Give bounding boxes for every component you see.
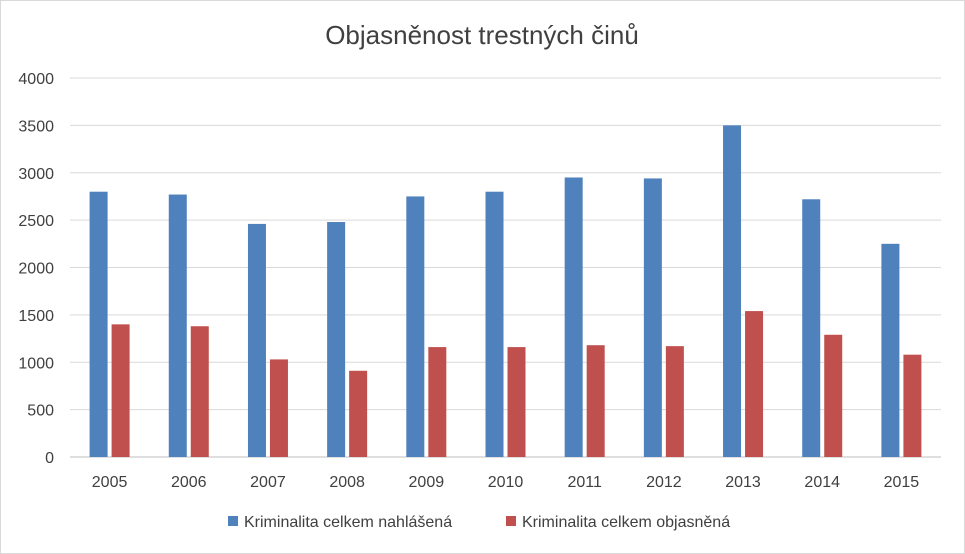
bar-solved-2005 xyxy=(111,324,130,457)
x-tick-label: 2008 xyxy=(329,474,365,491)
x-tick-label: 2012 xyxy=(646,474,682,491)
x-tick-label: 2011 xyxy=(567,474,602,491)
y-tick-label: 1500 xyxy=(18,308,54,325)
y-tick-label: 3000 xyxy=(18,166,54,183)
y-axis-ticks: 0 500 1000 1500 2000 2500 3000 3500 4000 xyxy=(18,71,54,467)
bar-solved-2008 xyxy=(349,370,368,457)
x-tick-label: 2014 xyxy=(804,474,840,491)
x-tick-label: 2010 xyxy=(488,474,524,491)
chart-title: Objasněnost trestných činů xyxy=(325,20,639,50)
bar-solved-2013 xyxy=(745,311,764,457)
bar-reported-2012 xyxy=(643,178,662,457)
legend-swatch-solved xyxy=(506,516,516,526)
bar-reported-2009 xyxy=(406,196,425,457)
y-tick-label: 500 xyxy=(27,403,54,420)
bar-reported-2011 xyxy=(564,177,583,458)
x-tick-label: 2015 xyxy=(884,474,920,491)
legend: Kriminalita celkem nahlášená Kriminalita… xyxy=(228,514,730,531)
bar-solved-2007 xyxy=(269,359,288,457)
legend-label-solved: Kriminalita celkem objasněná xyxy=(522,514,730,531)
legend-swatch-reported xyxy=(228,516,238,526)
x-tick-label: 2005 xyxy=(92,474,128,491)
bar-reported-2005 xyxy=(89,191,108,457)
y-tick-label: 2500 xyxy=(18,213,54,230)
y-tick-label: 2000 xyxy=(18,261,54,278)
gridlines xyxy=(70,77,941,458)
x-tick-label: 2006 xyxy=(171,474,207,491)
y-tick-label: 0 xyxy=(45,450,54,467)
bar-reported-2013 xyxy=(723,125,742,457)
bar-solved-2010 xyxy=(507,347,526,457)
x-tick-label: 2007 xyxy=(250,474,286,491)
bar-reported-2008 xyxy=(327,222,346,457)
x-tick-label: 2013 xyxy=(725,474,761,491)
y-tick-label: 3500 xyxy=(18,118,54,135)
x-tick-label: 2009 xyxy=(409,474,445,491)
bar-reported-2015 xyxy=(881,243,900,457)
bar-reported-2007 xyxy=(247,223,266,457)
bar-reported-2014 xyxy=(802,199,821,457)
bar-solved-2006 xyxy=(190,326,209,457)
bar-reported-2006 xyxy=(168,194,187,458)
legend-label-reported: Kriminalita celkem nahlášená xyxy=(244,514,452,531)
bar-solved-2011 xyxy=(586,345,605,457)
bar-solved-2014 xyxy=(824,334,843,457)
bar-solved-2015 xyxy=(903,354,922,457)
x-axis-ticks: 2005 2006 2007 2008 2009 2010 2011 2012 2013 2014… xyxy=(92,474,920,491)
y-tick-label: 1000 xyxy=(18,355,54,372)
bar-reported-2010 xyxy=(485,191,504,457)
bar-solved-2012 xyxy=(665,346,684,457)
bar-solved-2009 xyxy=(428,347,447,457)
bars xyxy=(89,125,922,458)
y-tick-label: 4000 xyxy=(18,71,54,88)
